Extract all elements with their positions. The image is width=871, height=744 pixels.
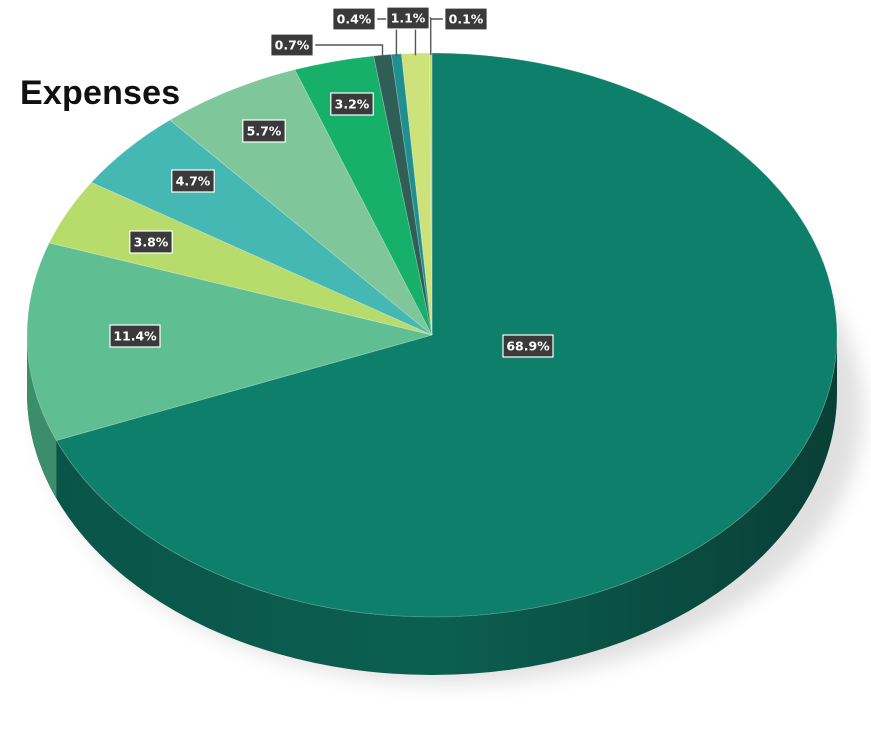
data-label-box	[109, 324, 161, 348]
data-labels: 68.9% 11.4% 3.8% 4.7% 5.7% 3.2% 0.7% 0.4% 1.1% 0.…	[109, 6, 554, 358]
data-label-0-4pct: 0.4%	[332, 7, 376, 31]
data-label-box	[270, 33, 314, 57]
data-label-5-7pct: 5.7%	[242, 119, 286, 143]
data-label-0-7pct: 0.7%	[270, 33, 314, 57]
data-label-text: 3.2%	[335, 97, 370, 112]
chart-title: Expenses	[20, 74, 181, 112]
data-label-box	[386, 6, 430, 30]
data-label-text: 0.4%	[337, 12, 372, 27]
data-label-text: 68.9%	[506, 339, 550, 354]
data-label-3-8pct: 3.8%	[129, 230, 173, 254]
data-label-box	[129, 230, 173, 254]
data-label-text: 0.1%	[449, 12, 484, 27]
pie-slice-5-7pct	[169, 69, 433, 336]
data-label-box	[330, 92, 374, 116]
data-label-box	[332, 7, 376, 31]
pie-slice-11-4pct	[26, 242, 434, 441]
data-label-box	[242, 119, 286, 143]
side-wall-slice-11-4	[27, 335, 57, 499]
pie-slice-3-2pct	[294, 55, 433, 336]
data-label-text: 4.7%	[176, 174, 211, 189]
data-label-0-1pct: 0.1%	[444, 7, 488, 31]
data-label-text: 5.7%	[247, 124, 282, 139]
data-label-text: 0.7%	[275, 38, 310, 53]
data-label-box	[444, 7, 488, 31]
pie-slice-3-8pct	[48, 181, 433, 336]
pie-slice-68-9pct	[55, 52, 838, 618]
data-label-68-9pct: 68.9%	[502, 334, 554, 358]
data-label-box	[502, 334, 554, 358]
side-wall-main	[27, 335, 837, 675]
data-label-text: 11.4%	[113, 329, 157, 344]
data-label-text: 1.1%	[391, 11, 426, 26]
data-label-text: 3.8%	[134, 235, 169, 250]
data-label-11-4pct: 11.4%	[109, 324, 161, 348]
data-label-box	[171, 169, 215, 193]
data-label-3-2pct: 3.2%	[330, 92, 374, 116]
leader-line-0-7pct	[315, 44, 384, 58]
pie-side-wall	[27, 335, 837, 675]
data-label-1-1pct: 1.1%	[386, 6, 430, 30]
data-label-4-7pct: 4.7%	[171, 169, 215, 193]
leader-line-0-1pct	[430, 18, 443, 56]
